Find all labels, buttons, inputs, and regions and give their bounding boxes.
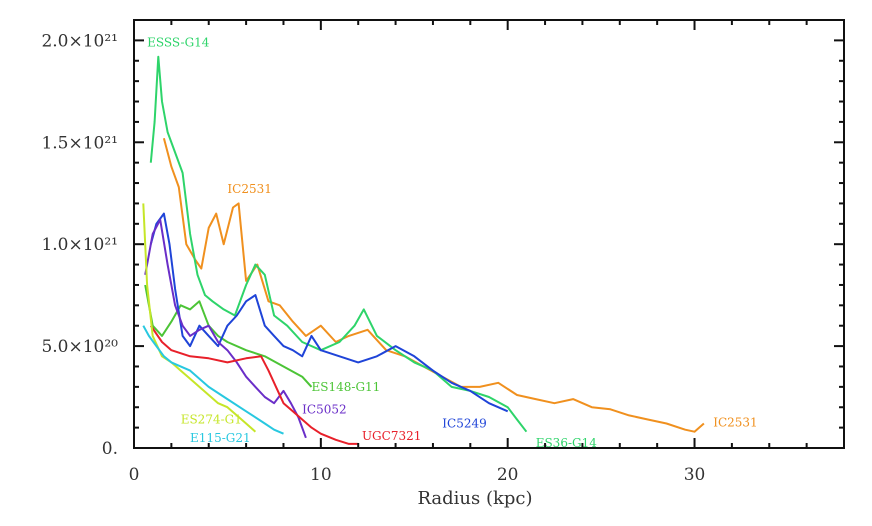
- y-tick-label: 5.0×10²⁰: [41, 337, 118, 357]
- series-line-ic5052: [144, 218, 307, 439]
- y-tick-label: 1.0×10²¹: [41, 235, 118, 255]
- series-label: ESSS-G14: [147, 35, 210, 49]
- y-tick-label: 1.5×10²¹: [41, 133, 118, 153]
- series-label: UGC7321: [362, 429, 421, 443]
- series-label: ES274-G1: [181, 413, 242, 427]
- series-label: ES148-G11: [312, 380, 381, 394]
- series-label: E115-G21: [190, 431, 251, 445]
- x-tick-label: 30: [684, 465, 706, 485]
- series-label: IC5052: [302, 402, 346, 416]
- series-line-eso274-g1: [142, 203, 257, 433]
- series-layer: [142, 55, 705, 445]
- series-line-ugc7321: [149, 325, 359, 445]
- series-label: IC2531: [713, 416, 757, 430]
- x-tick-label: 10: [310, 465, 332, 485]
- series-line-ic2531: [162, 137, 705, 433]
- series-line-eso-g11: [144, 284, 313, 388]
- plot-frame: [133, 19, 845, 449]
- series-label: IC5249: [442, 417, 486, 431]
- y-tick-label: 2.0×10²¹: [41, 31, 118, 51]
- series-labels: IC2531IC2531ESSS-G14ES36-G14ES148-G11IC5…: [147, 35, 758, 449]
- y-tick-label: 0.: [102, 439, 118, 459]
- series-line-eso-g14-upper-: [149, 55, 528, 433]
- series-line-ic2549: [149, 212, 509, 413]
- x-tick-label: 20: [497, 465, 519, 485]
- x-axis-title: Radius (kpc): [417, 488, 532, 509]
- x-tick-label: 0: [129, 465, 140, 485]
- series-label: IC2531: [227, 182, 271, 196]
- series-line-eso115-g21: [142, 325, 284, 435]
